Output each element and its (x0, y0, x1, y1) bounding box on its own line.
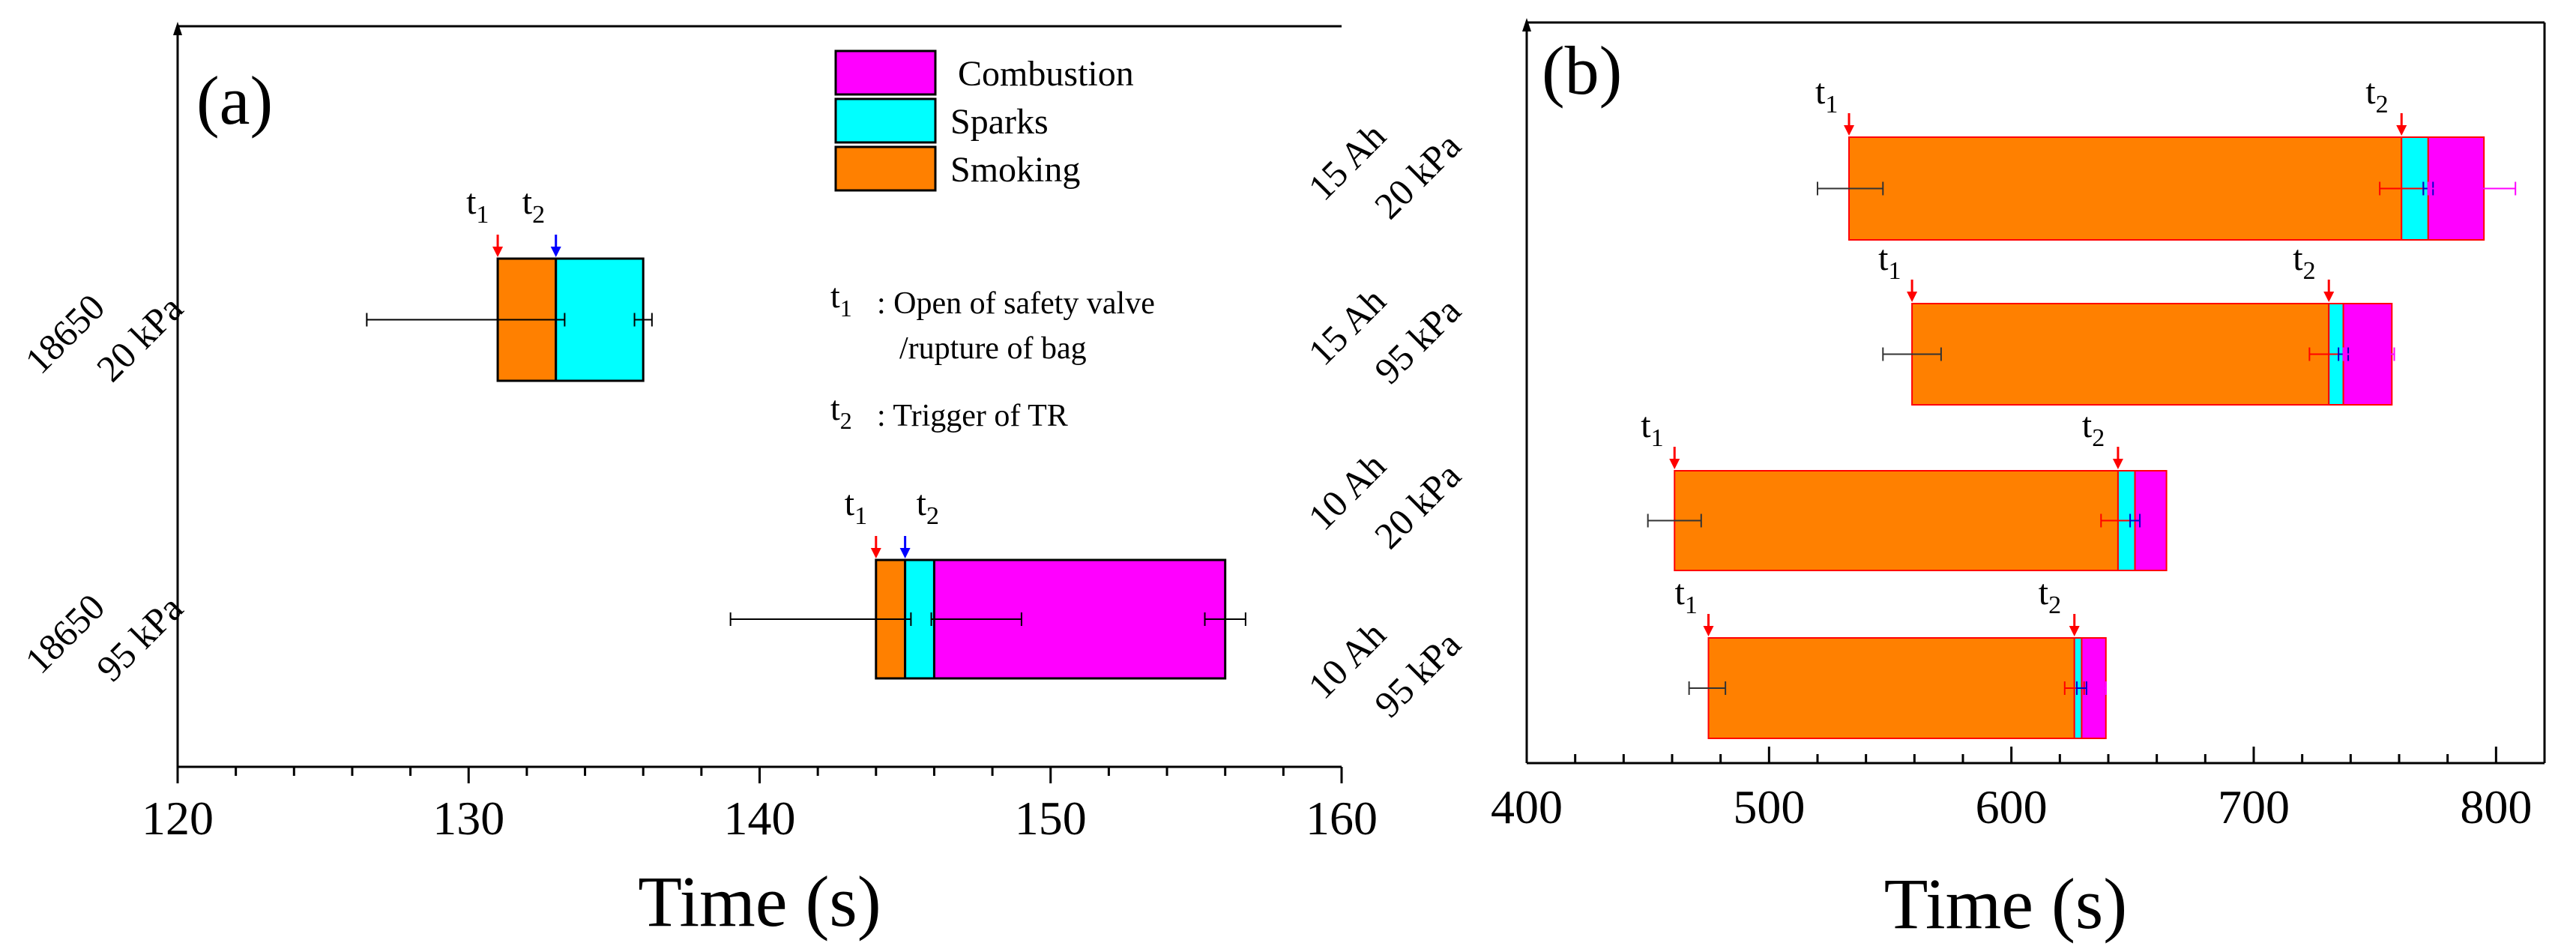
panel-b-t2-label: t2 (2039, 573, 2061, 619)
panel-a-t2-label: t2 (917, 483, 939, 530)
panel-b-t2-arrow-head (2396, 125, 2407, 136)
panel-a-t1-arrow-head (870, 548, 881, 558)
panel-b-axis-arrow (1522, 18, 1531, 31)
panel-b-t2-label: t2 (2365, 72, 2388, 118)
panel-b-t1-arrow-head (1907, 292, 1918, 302)
panel-b-tick-label: 600 (1976, 780, 2048, 834)
definition-t1-text: : Open of safety valve (877, 286, 1155, 321)
panel-b-t2-arrow-head (2323, 292, 2335, 302)
legend-label-smoking: Smoking (950, 150, 1080, 190)
panel-b-bar-smoking (1911, 303, 2330, 406)
panel-b-t1-arrow-head (1844, 125, 1855, 136)
panel-b-t1-label: t1 (1878, 238, 1901, 285)
panel-b-tick-label: 400 (1491, 780, 1563, 834)
panel-a-label: (a) (196, 62, 273, 139)
panel-a-t2-arrow-head (899, 548, 911, 558)
panel-a-t2-label: t2 (522, 182, 545, 229)
definition-t1-symbol: t1 (830, 277, 852, 322)
panel-a-tick-label: 140 (724, 792, 796, 845)
definition-t1-text-line2: /rupture of bag (899, 331, 1087, 366)
panel-b-x-axis-title: Time (s) (1884, 864, 2128, 944)
panel-b-t2-arrow-head (2112, 459, 2123, 469)
legend-swatch-smoking (834, 145, 937, 192)
panel-b-t1-label: t1 (1675, 573, 1698, 619)
panel-b-label: (b) (1542, 32, 1622, 109)
panel-b-t2-label: t2 (2082, 406, 2105, 452)
panel-b-bar-smoking (1674, 470, 2119, 571)
panel-a-tick-label: 150 (1015, 792, 1087, 845)
panel-b-t1-arrow-head (1703, 626, 1714, 636)
panel-a-x-axis-title: Time (s) (638, 861, 881, 942)
panel-b-t2-label: t2 (2293, 238, 2315, 285)
panel-a-t1-label: t1 (845, 483, 867, 530)
panel-b-tick-label: 500 (1733, 780, 1805, 834)
panel-a-tick-label: 160 (1306, 792, 1378, 845)
panel-b-t2-arrow-head (2069, 626, 2080, 636)
legend-swatch-combustion (834, 49, 937, 96)
panel-a-bar-sparks (555, 257, 645, 382)
panel-a-tick-label: 130 (432, 792, 504, 845)
panel-b-t1-arrow-head (1669, 459, 1680, 469)
panel-b-tick-label: 800 (2460, 780, 2532, 834)
panel-a-t1-label: t1 (466, 182, 489, 229)
panel-b-bar-smoking (1707, 637, 2075, 739)
definition-t2-symbol: t2 (830, 389, 852, 434)
panel-a-t2-arrow-head (550, 247, 561, 257)
legend-label-combustion: Combustion (958, 54, 1134, 94)
panel-b-tick-label: 700 (2218, 780, 2290, 834)
panel-b-bar-smoking (1848, 136, 2403, 241)
legend-swatch-sparks (834, 97, 937, 144)
panel-a-tick-label: 120 (142, 792, 214, 845)
panel-a-t1-arrow-head (492, 247, 504, 257)
panel-b-t1-label: t1 (1641, 406, 1663, 452)
legend-label-sparks: Sparks (950, 102, 1049, 142)
definition-t2-text: : Trigger of TR (877, 399, 1068, 433)
panel-a-axis-arrow (173, 22, 182, 35)
panel-b-t1-label: t1 (1815, 72, 1838, 118)
